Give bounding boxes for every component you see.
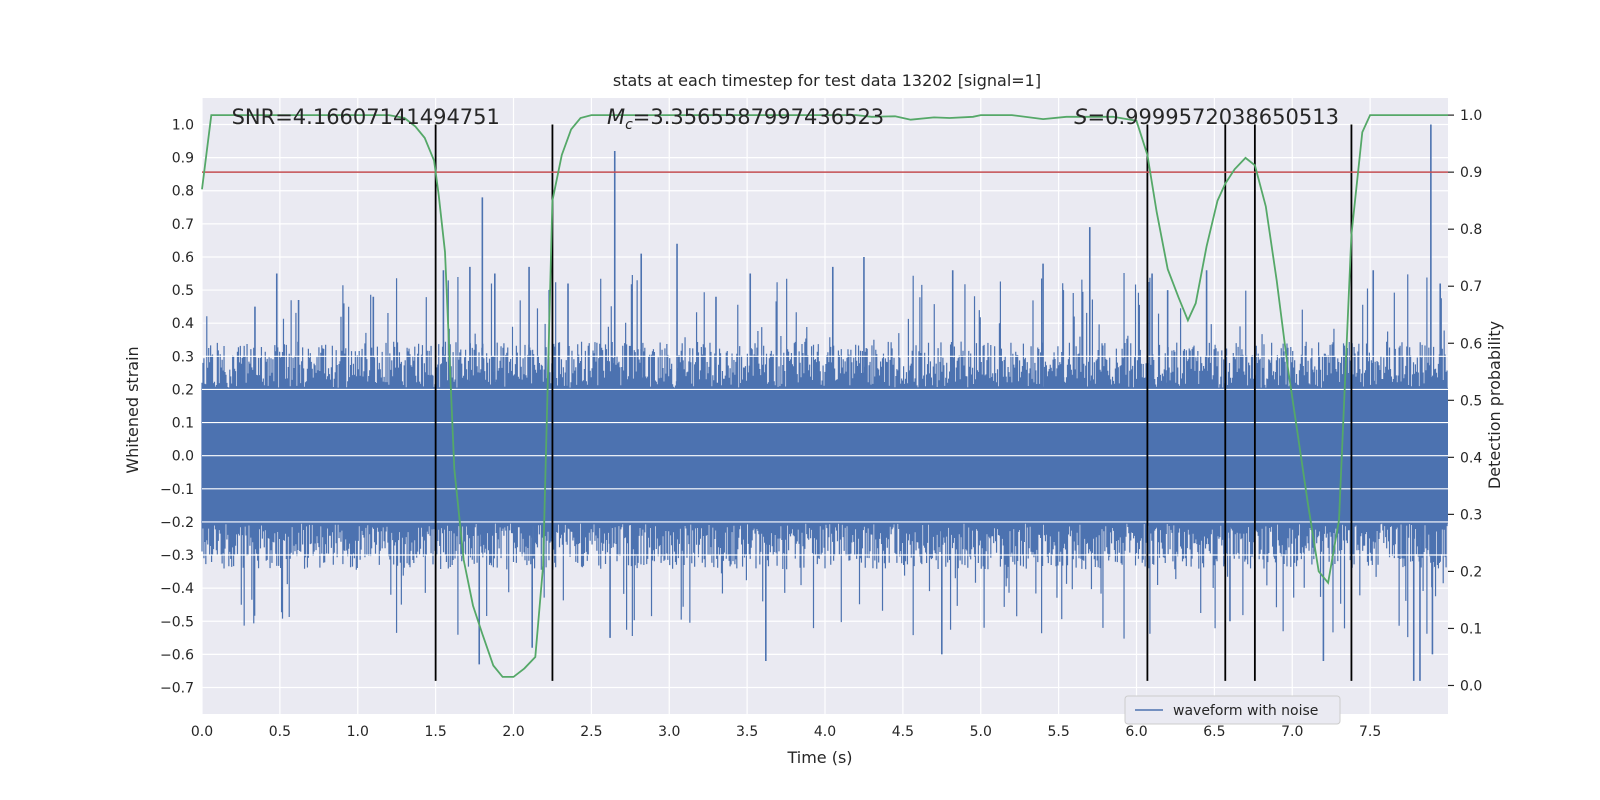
- x-tick-label: 3.5: [736, 724, 758, 740]
- x-axis-ticks: 0.0 0.5 1.0 1.5 2.0 2.5 3.0 3.5 4.0 4.5 5.0 5.5 6.0 6…: [191, 724, 1381, 740]
- y-right-tick-label: 0.5: [1460, 393, 1482, 409]
- y-left-tick-label: 0.4: [172, 316, 194, 332]
- y-left-tick-label: 0.8: [172, 184, 194, 200]
- snr-annotation: SNR=4.16607141494751: [232, 105, 500, 129]
- chirp-mass-value: =3.3565587997436523: [633, 105, 884, 129]
- detection-probability-line: [201, 114, 1448, 678]
- legend-box: [1124, 695, 1341, 725]
- y-left-tick-label: 0.2: [172, 382, 194, 398]
- y-left-tick-label: 1.0: [172, 117, 194, 133]
- waveform-series: [201, 124, 1448, 681]
- y-right-tick-label: 0.3: [1460, 507, 1482, 523]
- x-tick-label: 0.5: [269, 724, 291, 740]
- y-left-tick-label: −0.5: [160, 614, 194, 630]
- chirp-mass-symbol: M: [607, 105, 625, 129]
- y-right-tick-label: 0.4: [1460, 450, 1482, 466]
- y-right-tick-label: 0.0: [1460, 678, 1482, 694]
- x-tick-label: 6.0: [1125, 724, 1147, 740]
- s-value: =0.9999572038650513: [1088, 105, 1339, 129]
- y-left-tick-label: −0.2: [160, 515, 194, 531]
- y-right-axis-label: Detection probability: [1485, 321, 1504, 489]
- x-tick-label: 4.5: [892, 724, 914, 740]
- y-left-tick-label: 0.5: [172, 283, 194, 299]
- x-tick-label: 5.5: [1047, 724, 1069, 740]
- y-left-tick-label: −0.4: [160, 581, 194, 597]
- y-left-tick-label: 0.1: [172, 416, 194, 432]
- x-tick-label: 2.0: [502, 724, 524, 740]
- y-left-tick-label: 0.3: [172, 349, 194, 365]
- x-tick-label: 2.5: [580, 724, 602, 740]
- x-tick-label: 7.0: [1281, 724, 1303, 740]
- y-right-axis-ticks: 1.0 0.9 0.8 0.7 0.6 0.5 0.4 0.3 0.2 0.1 0.0: [1448, 108, 1482, 694]
- x-tick-label: 3.0: [658, 724, 680, 740]
- y-left-tick-label: −0.7: [160, 681, 194, 697]
- y-left-tick-label: 0.7: [172, 217, 194, 233]
- x-tick-label: 5.0: [970, 724, 992, 740]
- y-left-tick-label: −0.1: [160, 482, 194, 498]
- y-right-tick-label: 0.2: [1460, 564, 1482, 580]
- x-tick-label: 7.5: [1359, 724, 1381, 740]
- y-right-tick-label: 0.7: [1460, 279, 1482, 295]
- chirp-mass-annotation: Mc=3.3565587997436523: [607, 105, 884, 133]
- y-right-tick-label: 0.1: [1460, 621, 1482, 637]
- legend: waveform with noise: [1124, 695, 1341, 725]
- y-right-tick-label: 0.9: [1460, 165, 1482, 181]
- y-left-tick-label: 0.0: [172, 449, 194, 465]
- y-left-axis-ticks: 1.0 0.9 0.8 0.7 0.6 0.5 0.4 0.3 0.2 0.1 0.0 −0.1 −0.…: [160, 117, 194, 696]
- probability-series: [201, 114, 1448, 678]
- y-left-tick-label: 0.9: [172, 151, 194, 167]
- x-tick-label: 6.5: [1203, 724, 1225, 740]
- chirp-mass-subscript: c: [625, 117, 633, 133]
- y-left-axis-label: Whitened strain: [123, 346, 142, 473]
- y-left-tick-label: 0.6: [172, 250, 194, 266]
- x-tick-label: 1.0: [347, 724, 369, 740]
- y-right-tick-label: 0.6: [1460, 336, 1482, 352]
- s-symbol: S: [1074, 105, 1087, 129]
- s-annotation: S=0.9999572038650513: [1074, 105, 1339, 129]
- y-left-tick-label: −0.3: [160, 548, 194, 564]
- x-tick-label: 0.0: [191, 724, 213, 740]
- x-tick-label: 4.0: [814, 724, 836, 740]
- y-left-tick-label: −0.6: [160, 647, 194, 663]
- x-axis-label: Time (s): [786, 748, 852, 767]
- chart-title: stats at each timestep for test data 132…: [613, 71, 1041, 90]
- x-tick-label: 1.5: [424, 724, 446, 740]
- y-right-tick-label: 0.8: [1460, 222, 1482, 238]
- y-right-tick-label: 1.0: [1460, 108, 1482, 124]
- legend-label: waveform with noise: [1173, 703, 1318, 719]
